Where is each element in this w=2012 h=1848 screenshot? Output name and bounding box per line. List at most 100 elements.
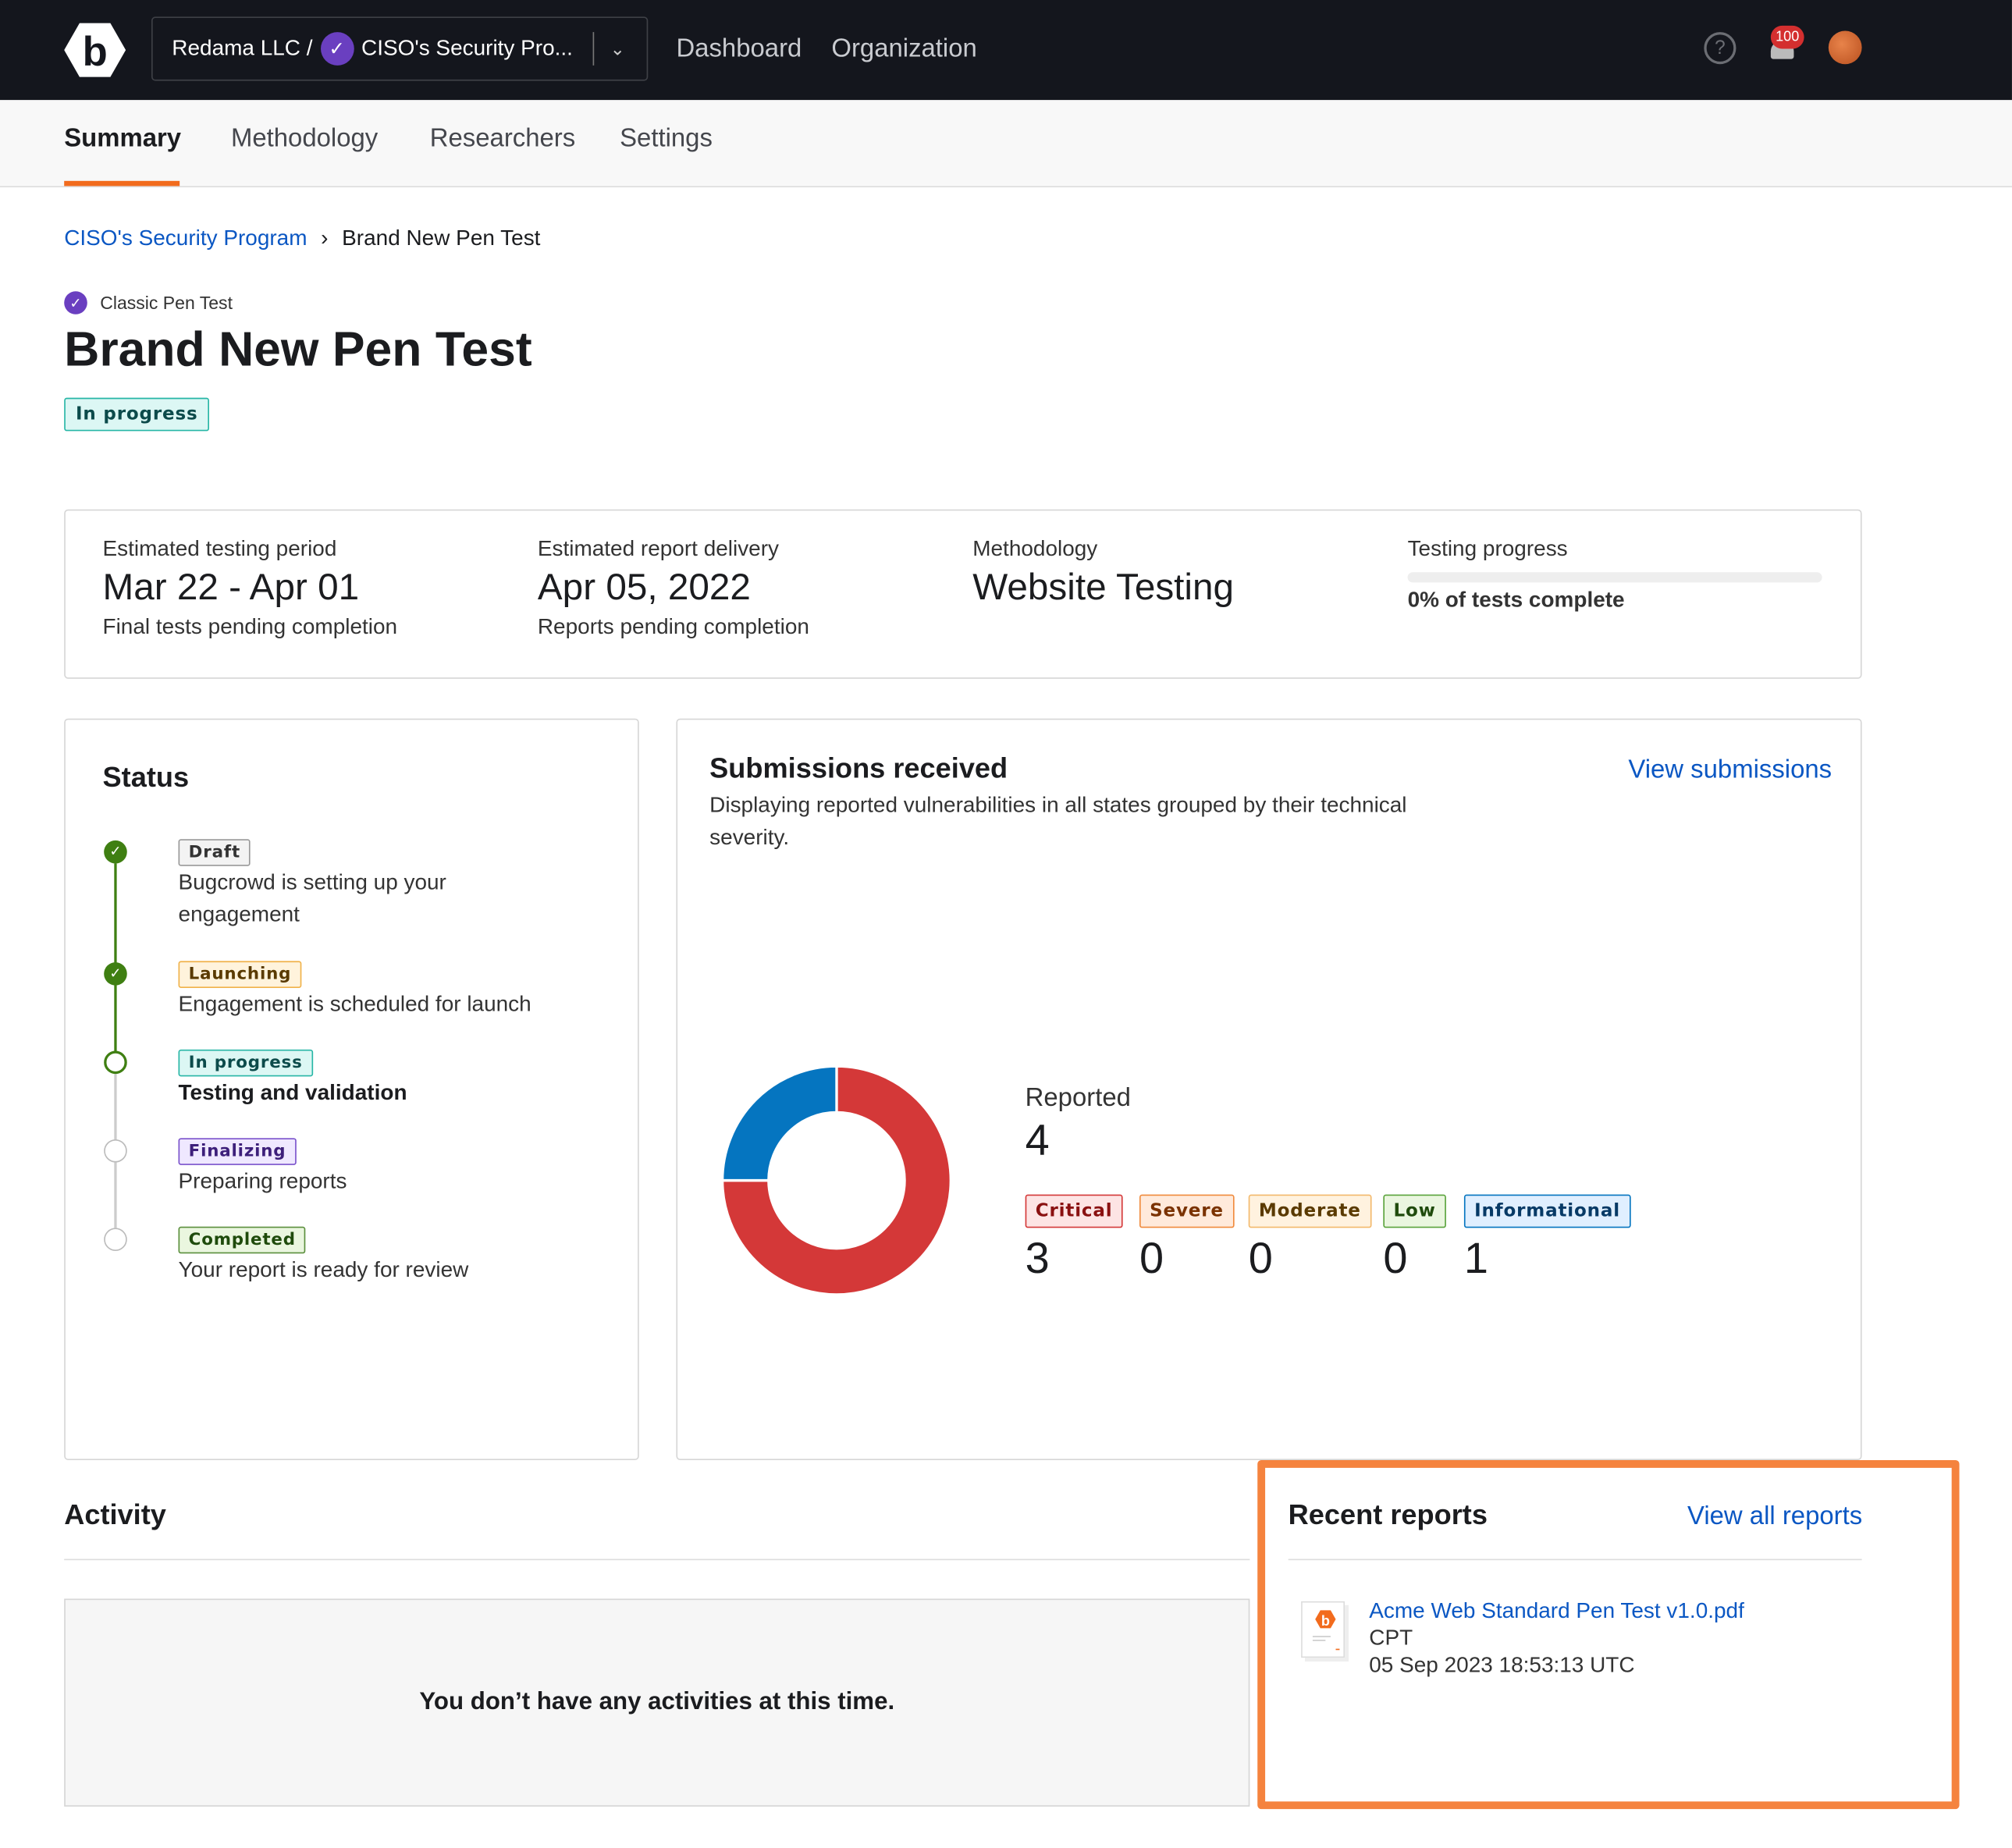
submissions-title: Submissions received <box>709 752 1008 784</box>
org-name: Redama LLC / <box>172 36 313 61</box>
info-value: Mar 22 - Apr 01 <box>102 567 360 609</box>
program-switcher[interactable]: Redama LLC / ✓ CISO's Security Pro... ⌄ <box>151 16 649 81</box>
submissions-card <box>676 718 1862 1460</box>
notification-badge: 100 <box>1770 25 1804 49</box>
step-complete-icon: ✓ <box>104 962 127 986</box>
tab-summary[interactable]: Summary <box>64 124 182 153</box>
report-delivery: Estimated report delivery Apr 05, 2022 R… <box>538 536 809 640</box>
report-item: Acme Web Standard Pen Test v1.0.pdf CPT … <box>1369 1597 1744 1679</box>
divider <box>593 32 595 66</box>
donut-slice-critical <box>720 1064 952 1296</box>
report-type: CPT <box>1369 1626 1413 1651</box>
severity-count-low: 0 <box>1383 1234 1408 1284</box>
reported-label: Reported <box>1025 1084 1131 1113</box>
report-file-link[interactable]: Acme Web Standard Pen Test v1.0.pdf <box>1369 1598 1744 1623</box>
recent-reports-highlight <box>1257 1459 1960 1810</box>
breadcrumb-separator-icon: › <box>321 226 329 251</box>
user-avatar[interactable] <box>1828 30 1862 65</box>
step-pending-icon <box>104 1139 127 1163</box>
severity-count-severe: 0 <box>1139 1234 1164 1284</box>
step-description: Your report is ready for review <box>178 1257 469 1282</box>
recent-reports-title: Recent reports <box>1288 1498 1488 1531</box>
step-badge: Completed <box>178 1226 307 1254</box>
status-step: Launching Engagement is scheduled for la… <box>178 961 563 1020</box>
severity-donut-chart <box>720 1064 952 1296</box>
tab-settings[interactable]: Settings <box>620 124 713 153</box>
severity-count-critical: 3 <box>1025 1234 1050 1284</box>
tab-methodology[interactable]: Methodology <box>230 124 379 153</box>
step-description: Engagement is scheduled for launch <box>178 991 531 1017</box>
info-label: Estimated testing period <box>102 536 337 561</box>
info-sub: Reports pending completion <box>537 614 809 639</box>
breadcrumb-current: Brand New Pen Test <box>342 226 541 251</box>
svg-text:b: b <box>83 29 108 75</box>
pen-test-check-icon: ✓ <box>64 291 87 315</box>
step-pending-icon <box>104 1228 127 1251</box>
status-card <box>64 718 639 1460</box>
test-type-label: Classic Pen Test <box>100 292 233 314</box>
engagement-info-card <box>64 509 1862 679</box>
step-badge: Draft <box>178 839 251 866</box>
step-badge: Launching <box>178 961 302 988</box>
program-check-icon: ✓ <box>320 32 354 66</box>
pdf-report-icon: b <box>1301 1601 1345 1658</box>
bugcrowd-logo[interactable]: b <box>64 20 126 80</box>
step-description: Testing and validation <box>178 1080 407 1105</box>
report-date: 05 Sep 2023 18:53:13 UTC <box>1369 1652 1635 1677</box>
severity-badge-moderate: Moderate <box>1248 1194 1371 1228</box>
info-label: Methodology <box>972 536 1098 561</box>
divider <box>64 1558 1250 1561</box>
testing-period: Estimated testing period Mar 22 - Apr 01… <box>103 536 398 640</box>
tab-researchers[interactable]: Researchers <box>429 124 576 153</box>
test-type: ✓ Classic Pen Test <box>64 291 233 315</box>
view-submissions-link[interactable]: View submissions <box>1628 755 1832 784</box>
page-title: Brand New Pen Test <box>64 323 532 378</box>
severity-count-moderate: 0 <box>1248 1234 1273 1284</box>
chevron-down-icon: ⌄ <box>610 37 625 59</box>
testing-progress: Testing progress 0% of tests complete <box>1407 536 1822 613</box>
severity-badge-severe: Severe <box>1139 1194 1234 1228</box>
help-icon[interactable]: ? <box>1704 32 1737 65</box>
severity-badge-informational: Informational <box>1463 1194 1631 1228</box>
donut-slice-informational <box>720 1064 838 1182</box>
status-badge: In progress <box>64 397 210 432</box>
info-label: Testing progress <box>1407 536 1568 561</box>
nav-dashboard[interactable]: Dashboard <box>676 34 802 63</box>
activity-empty-state: You don’t have any activities at this ti… <box>64 1598 1250 1807</box>
timeline-line-done <box>114 863 117 1053</box>
step-current-icon <box>104 1050 127 1075</box>
status-step: Completed Your report is ready for revie… <box>178 1226 563 1286</box>
svg-text:b: b <box>1321 1613 1330 1629</box>
step-description: Preparing reports <box>178 1168 347 1194</box>
status-step: Draft Bugcrowd is setting up your engage… <box>178 839 563 930</box>
breadcrumb: CISO's Security Program › Brand New Pen … <box>64 226 540 251</box>
activity-empty-text: You don’t have any activities at this ti… <box>419 1688 895 1716</box>
view-all-reports-link[interactable]: View all reports <box>1687 1502 1863 1531</box>
progress-text: 0% of tests complete <box>1407 587 1625 613</box>
breadcrumb-parent-link[interactable]: CISO's Security Program <box>64 226 307 251</box>
status-title: Status <box>102 760 190 794</box>
step-badge: In progress <box>178 1049 313 1077</box>
reported-total: 4 <box>1025 1116 1050 1165</box>
submissions-description: Displaying reported vulnerabilities in a… <box>709 793 1407 850</box>
severity-badge-low: Low <box>1383 1194 1446 1228</box>
activity-title: Activity <box>64 1498 166 1531</box>
nav-organization[interactable]: Organization <box>831 34 977 63</box>
sub-navigation <box>0 100 2012 188</box>
status-step: Finalizing Preparing reports <box>178 1138 563 1197</box>
program-name: CISO's Security Pro... <box>361 36 573 61</box>
progress-bar <box>1407 572 1822 583</box>
info-value: Website Testing <box>972 567 1235 609</box>
methodology-info: Methodology Website Testing <box>972 536 1234 609</box>
step-description: Bugcrowd is setting up your engagement <box>178 869 446 927</box>
info-value: Apr 05, 2022 <box>537 567 751 609</box>
step-badge: Finalizing <box>178 1138 297 1165</box>
status-step: In progress Testing and validation <box>178 1049 563 1109</box>
step-complete-icon: ✓ <box>104 840 127 864</box>
active-tab-indicator <box>64 180 180 187</box>
info-label: Estimated report delivery <box>537 536 780 561</box>
info-sub: Final tests pending completion <box>102 614 398 639</box>
severity-count-informational: 1 <box>1463 1234 1489 1284</box>
severity-badge-critical: Critical <box>1025 1194 1123 1228</box>
divider <box>1288 1558 1862 1561</box>
